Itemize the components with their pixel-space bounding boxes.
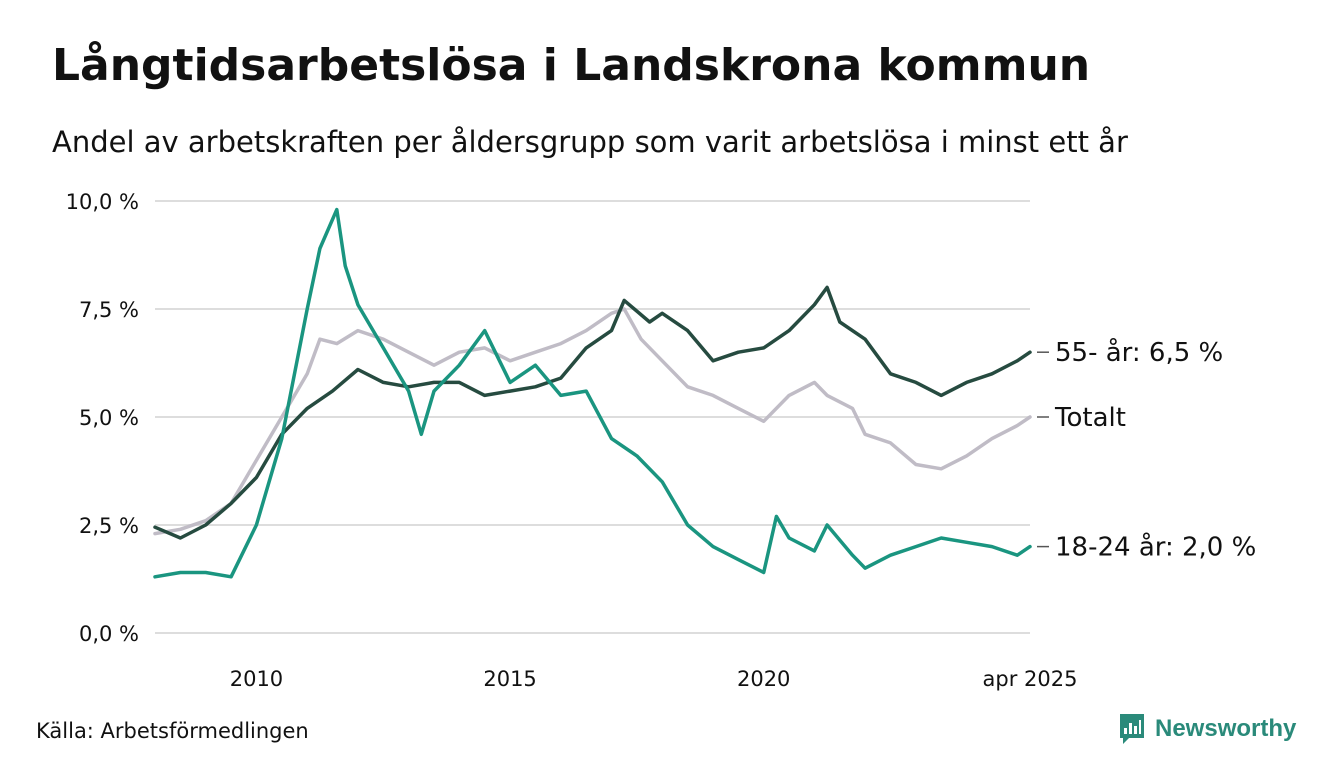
series-end-label: Totalt [1054,403,1126,433]
y-tick-label: 0,0 % [79,622,139,646]
series-end-label: 55- år: 6,5 % [1055,337,1223,368]
chart-title: Långtidsarbetslösa i Landskrona kommun [52,40,1091,91]
series-end-label: 18-24 år: 2,0 % [1055,532,1256,563]
x-tick-label: 2015 [483,667,536,691]
brand-logo: Newsworthy [1118,712,1296,746]
x-tick-label: apr 2025 [983,667,1078,691]
chart-subtitle: Andel av arbetskraften per åldersgrupp s… [52,125,1128,159]
brand-name: Newsworthy [1155,715,1297,742]
newsworthy-icon [1120,714,1144,744]
y-tick-label: 2,5 % [79,514,139,538]
series-line [153,207,1032,579]
y-tick-label: 10,0 % [66,190,139,214]
y-tick-label: 5,0 % [79,406,139,430]
x-tick-label: 2010 [230,667,283,691]
x-tick-label: 2020 [737,667,790,691]
series-line [153,307,1032,536]
series-line [153,285,1032,540]
source-note: Källa: Arbetsförmedlingen [36,719,309,743]
y-tick-label: 7,5 % [79,298,139,322]
